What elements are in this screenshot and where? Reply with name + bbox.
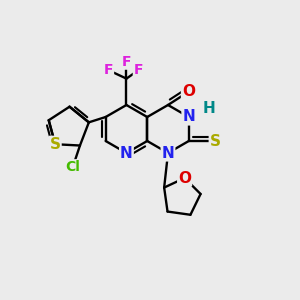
Text: F: F (104, 63, 113, 77)
Text: N: N (162, 146, 174, 160)
Text: O: O (182, 84, 195, 99)
Text: O: O (178, 170, 191, 185)
Text: H: H (203, 101, 216, 116)
Text: F: F (122, 55, 131, 69)
Text: Cl: Cl (65, 160, 80, 174)
Text: S: S (50, 137, 61, 152)
Text: N: N (120, 146, 133, 160)
Text: N: N (182, 110, 195, 124)
Text: F: F (134, 63, 143, 77)
Text: S: S (210, 134, 221, 148)
